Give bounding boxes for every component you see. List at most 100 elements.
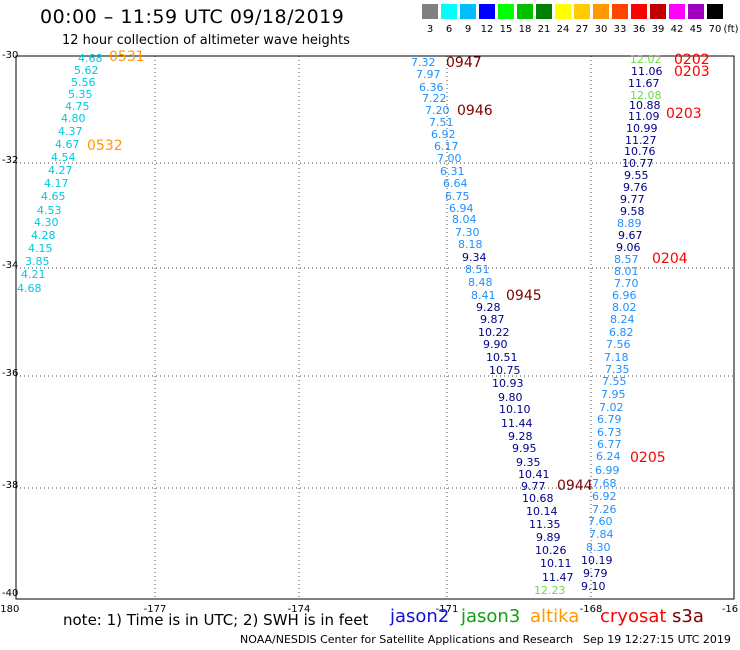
lon-tick-label: -171: [436, 604, 459, 615]
wave-height-label: 6.79: [597, 413, 622, 426]
wave-height-label: 4.15: [28, 242, 53, 255]
lat-tick-label: -32: [2, 155, 18, 166]
page-subtitle: 12 hour collection of altimeter wave hei…: [62, 33, 350, 48]
time-label: 0945: [506, 288, 542, 304]
wave-height-label: 12.23: [534, 584, 566, 597]
wave-height-label: 6.24: [596, 450, 621, 463]
wave-height-label: 8.89: [617, 217, 642, 230]
satellite-name: cryosat: [600, 606, 667, 627]
wave-height-label: 8.01: [614, 265, 639, 278]
wave-height-label: 10.22: [478, 326, 510, 339]
wave-height-label: 9.76: [623, 181, 648, 194]
wave-height-label: 6.92: [431, 128, 456, 141]
wave-height-label: 10.99: [626, 122, 658, 135]
wave-height-label: 9.06: [616, 241, 641, 254]
wave-height-label: 10.77: [622, 157, 654, 170]
wave-height-label: 4.21: [21, 268, 46, 281]
legend-label: 21: [537, 24, 551, 35]
wave-height-label: 4.75: [65, 100, 90, 113]
legend-swatch: [479, 4, 495, 19]
wave-height-label: 4.53: [37, 204, 62, 217]
wave-height-label: 8.02: [612, 301, 637, 314]
wave-height-label: 5.62: [74, 64, 99, 77]
lon-tick-label: -168: [580, 604, 603, 615]
lon-tick-label: -174: [288, 604, 311, 615]
legend-label: 9: [464, 24, 472, 35]
legend-swatch: [688, 4, 704, 19]
wave-height-label: 7.56: [606, 338, 631, 351]
legend-label: 3: [426, 24, 434, 35]
timestamp: Sep 19 12:27:15 UTC 2019: [583, 633, 731, 646]
satellite-name: s3a: [672, 606, 704, 627]
wave-height-label: 12.02: [630, 53, 662, 66]
time-label: 0202: [674, 52, 710, 68]
legend-swatch: [441, 4, 457, 19]
wave-height-label: 6.92: [592, 490, 617, 503]
legend-swatch: [593, 4, 609, 19]
wave-height-label: 10.88: [629, 99, 661, 112]
wave-height-label: 8.48: [468, 276, 493, 289]
legend-swatch: [517, 4, 533, 19]
time-label: 0947: [446, 55, 482, 71]
legend-swatch: [555, 4, 571, 19]
wave-height-label: 6.64: [443, 177, 468, 190]
legend-swatch: [498, 4, 514, 19]
wave-height-label: 5.56: [71, 76, 96, 89]
wave-height-label: 11.35: [529, 518, 561, 531]
wave-height-label: 10.68: [522, 492, 554, 505]
legend-swatch: [612, 4, 628, 19]
wave-height-label: 11.09: [628, 110, 660, 123]
time-label: 0532: [87, 138, 123, 154]
wave-height-label: 4.17: [44, 177, 69, 190]
wave-height-label: 7.35: [605, 363, 630, 376]
legend-swatch: [460, 4, 476, 19]
wave-height-label: 7.60: [588, 515, 613, 528]
time-labels: 0531053209470946094509440202020302030204…: [87, 49, 710, 494]
wave-height-label: 11.27: [625, 134, 657, 147]
wave-height-label: 6.99: [595, 464, 620, 477]
wave-height-label: 10.41: [518, 468, 550, 481]
wave-height-label: 9.28: [508, 430, 533, 443]
wave-height-label: 11.44: [501, 417, 533, 430]
lat-tick-label: -36: [2, 368, 18, 379]
wave-height-label: 10.11: [540, 557, 572, 570]
wave-height-label: 12.08: [630, 89, 662, 102]
wave-height-label: 7.20: [425, 104, 450, 117]
wave-height-label: 10.19: [581, 554, 613, 567]
wave-height-label: 8.30: [586, 541, 611, 554]
wave-height-label: 9.34: [462, 251, 487, 264]
lat-tick-label: -38: [2, 480, 18, 491]
page-title: 00:00 – 11:59 UTC 09/18/2019: [40, 6, 345, 28]
lon-tick-label: -177: [144, 604, 167, 615]
legend-unit: (ft): [723, 24, 739, 35]
wave-height-label: 4.65: [41, 190, 66, 203]
wave-height-label: 5.35: [68, 88, 93, 101]
wave-height-label: 7.55: [602, 375, 627, 388]
wave-height-label: 6.36: [419, 81, 444, 94]
wave-height-label: 6.96: [612, 289, 637, 302]
wave-height-label: 9.55: [624, 169, 649, 182]
wave-height-label: 7.32: [411, 56, 436, 69]
wave-height-label: 7.70: [614, 277, 639, 290]
wave-height-label: 8.51: [465, 263, 490, 276]
wave-height-label: 8.04: [452, 213, 477, 226]
wave-height-label: 4.67: [55, 138, 80, 151]
wave-height-label: 8.18: [458, 238, 483, 251]
wave-height-label: 10.10: [499, 403, 531, 416]
lon-tick-label: -16: [722, 604, 738, 615]
legend-swatch: [631, 4, 647, 19]
time-label: 0205: [630, 450, 666, 466]
credit-line: NOAA/NESDIS Center for Satellite Applica…: [240, 633, 574, 646]
wave-height-label: 6.17: [434, 140, 459, 153]
wave-height-label: 4.80: [61, 112, 86, 125]
wave-height-label: 10.75: [489, 364, 521, 377]
time-label: 0946: [457, 103, 493, 119]
time-label: 0531: [109, 49, 145, 65]
wave-height-label: 6.31: [440, 165, 465, 178]
wave-height-label: 7.22: [422, 92, 447, 105]
legend-label: 36: [632, 24, 646, 35]
wave-height-label: 7.95: [601, 388, 626, 401]
legend-label: 27: [575, 24, 589, 35]
time-label: 0204: [652, 251, 688, 267]
lat-tick-label: -30: [2, 50, 18, 61]
